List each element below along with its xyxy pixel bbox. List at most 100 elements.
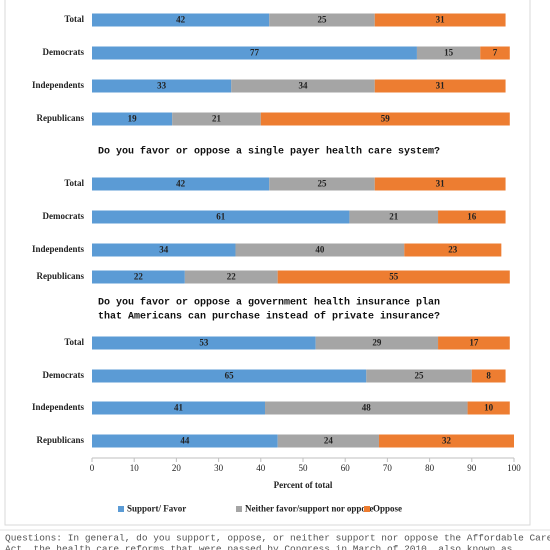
bar-segment (269, 13, 375, 27)
category-label: Democrats (43, 370, 85, 380)
bar-segment (315, 336, 439, 350)
bar-segment (92, 46, 417, 60)
bar-segment (277, 270, 510, 284)
x-axis-label: Percent of total (274, 480, 333, 490)
bar-segment (438, 210, 506, 224)
category-label: Total (64, 14, 84, 24)
bar-segment (374, 79, 506, 93)
bar-segment (92, 177, 270, 191)
value-label: 53 (199, 338, 209, 348)
value-label: 48 (362, 403, 372, 413)
bar-segment (92, 243, 236, 257)
category-label: Total (64, 337, 84, 347)
footer-text: Act, the health care reforms that were p… (5, 544, 512, 550)
category-label: Independents (32, 402, 85, 412)
bar-segment (471, 369, 506, 383)
bar-segment (416, 46, 481, 60)
bar-segment (92, 270, 185, 284)
legend-swatch (236, 506, 242, 512)
value-label: 16 (467, 212, 477, 222)
bar-segment (92, 434, 278, 448)
x-tick-label: 20 (172, 463, 182, 473)
bar-segment (235, 243, 405, 257)
question-title: Do you favor or oppose a government heal… (98, 297, 440, 309)
bar-segment (269, 177, 375, 191)
footer-text: Questions: In general, do you support, o… (5, 533, 550, 544)
bar-segment (260, 112, 510, 126)
x-tick-label: 80 (425, 463, 435, 473)
bar-segment (92, 369, 367, 383)
category-label: Democrats (43, 211, 85, 221)
x-tick-label: 10 (130, 463, 140, 473)
category-label: Independents (32, 244, 85, 254)
legend-label: Neither favor/support nor oppose (245, 504, 373, 514)
bar-segment (480, 46, 510, 60)
value-label: 8 (486, 371, 491, 381)
bar-segment (366, 369, 472, 383)
value-label: 29 (372, 338, 382, 348)
value-label: 55 (389, 272, 399, 282)
legend-swatch (118, 506, 124, 512)
bar-segment (92, 210, 350, 224)
value-label: 40 (315, 245, 325, 255)
value-label: 21 (212, 114, 222, 124)
legend-label: Oppose (373, 504, 402, 514)
bar-segment (404, 243, 502, 257)
x-tick-label: 100 (507, 463, 521, 473)
value-label: 44 (180, 436, 190, 446)
value-label: 15 (444, 48, 454, 58)
category-label: Total (64, 178, 84, 188)
value-label: 25 (317, 179, 327, 189)
x-tick-label: 70 (383, 463, 393, 473)
value-label: 31 (436, 81, 446, 91)
value-label: 10 (484, 403, 494, 413)
value-label: 7 (493, 48, 498, 58)
x-tick-label: 90 (467, 463, 477, 473)
question-title: Do you favor or oppose a single payer he… (98, 146, 440, 158)
value-label: 42 (176, 15, 186, 25)
bar-segment (438, 336, 510, 350)
category-label: Republicans (36, 113, 84, 123)
x-tick-label: 30 (214, 463, 224, 473)
bar-segment (467, 401, 510, 415)
x-tick-label: 40 (256, 463, 266, 473)
bar-segment (92, 13, 270, 27)
value-label: 42 (176, 179, 186, 189)
bar-segment (349, 210, 439, 224)
category-label: Independents (32, 80, 85, 90)
value-label: 34 (299, 81, 309, 91)
bar-segment (92, 112, 173, 126)
value-label: 19 (128, 114, 138, 124)
value-label: 34 (159, 245, 169, 255)
value-label: 41 (174, 403, 184, 413)
category-label: Republicans (36, 435, 84, 445)
value-label: 77 (250, 48, 260, 58)
bar-segment (184, 270, 278, 284)
value-label: 59 (381, 114, 391, 124)
bar-segment (231, 79, 375, 93)
bar-segment (92, 79, 232, 93)
frame (4, 0, 531, 526)
legend-label: Support/ Favor (127, 504, 186, 514)
value-label: 32 (442, 436, 452, 446)
value-label: 17 (469, 338, 479, 348)
legend-swatch (364, 506, 370, 512)
x-tick-label: 50 (299, 463, 309, 473)
x-tick-label: 60 (341, 463, 351, 473)
bar-segment (92, 336, 316, 350)
value-label: 22 (134, 272, 144, 282)
bar-segment (92, 401, 266, 415)
question-title: that Americans can purchase instead of p… (98, 311, 440, 323)
value-label: 21 (389, 212, 399, 222)
value-label: 22 (227, 272, 237, 282)
value-label: 31 (436, 15, 446, 25)
value-label: 23 (448, 245, 458, 255)
value-label: 33 (157, 81, 167, 91)
bar-segment (378, 434, 514, 448)
value-label: 25 (415, 371, 425, 381)
bar-segment (172, 112, 261, 126)
value-label: 31 (436, 179, 446, 189)
value-label: 25 (317, 15, 327, 25)
bar-segment (265, 401, 468, 415)
